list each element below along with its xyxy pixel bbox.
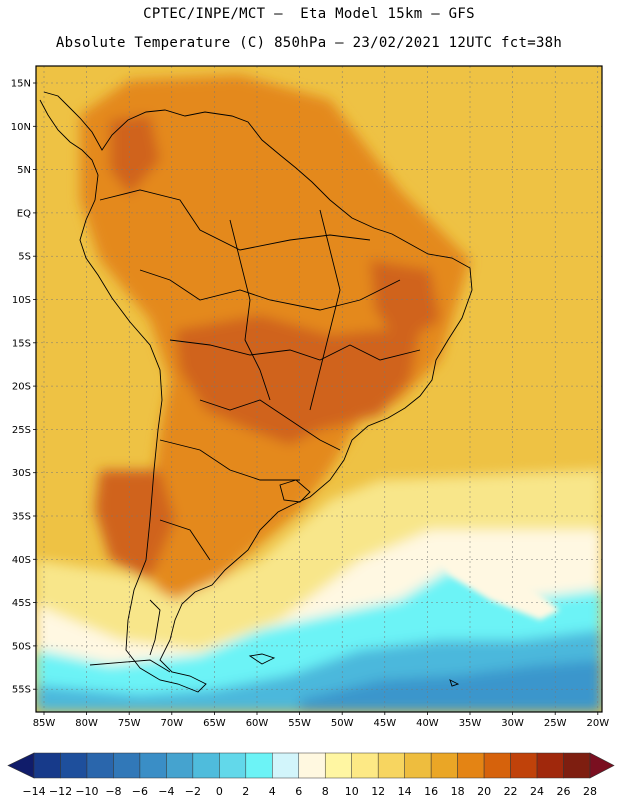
lon-label-65w: 65W bbox=[203, 718, 226, 729]
lat-label-15n: 15N bbox=[11, 79, 31, 90]
colorbar-swatch bbox=[404, 752, 432, 779]
lat-label-eq: EQ bbox=[17, 208, 31, 219]
colorbar-swatch bbox=[60, 752, 88, 779]
colorbar-swatch bbox=[351, 752, 379, 779]
colorbar-label: 12 bbox=[371, 785, 385, 798]
graticule-grid bbox=[36, 66, 602, 712]
colorbar-swatch bbox=[272, 752, 300, 779]
lat-label-35s: 35S bbox=[12, 512, 31, 523]
lat-label-30s: 30S bbox=[12, 468, 31, 479]
lon-label-60w: 60W bbox=[246, 718, 269, 729]
colorbar-swatch bbox=[430, 752, 458, 779]
colorbar-swatch bbox=[166, 752, 194, 779]
lon-label-75w: 75W bbox=[118, 718, 141, 729]
lon-label-35w: 35W bbox=[459, 718, 482, 729]
colorbar-label: 20 bbox=[477, 785, 491, 798]
colorbar-label: −12 bbox=[49, 785, 72, 798]
coastline-borders bbox=[39, 91, 473, 693]
colorbar-swatch bbox=[86, 752, 114, 779]
colorbar-over-arrow bbox=[589, 752, 615, 779]
colorbar-label: 22 bbox=[504, 785, 518, 798]
colorbar-under-arrow bbox=[7, 752, 35, 779]
map-title-model: CPTEC/INPE/MCT – Eta Model 15km – GFS bbox=[143, 6, 475, 22]
latitude-axis: 15N 10N 5N EQ 5S 10S 15S 20S 25S 30S 35S 40S 45S 50S 5… bbox=[11, 79, 36, 696]
colorbar-swatch bbox=[324, 752, 352, 779]
colorbar-label: 26 bbox=[557, 785, 571, 798]
lat-label-10n: 10N bbox=[11, 122, 31, 133]
lat-label-55s: 55S bbox=[12, 685, 31, 696]
map-title-field: Absolute Temperature (C) 850hPa – 23/02/… bbox=[55, 35, 563, 51]
colorbar-swatch bbox=[377, 752, 405, 779]
colorbar-label: 16 bbox=[424, 785, 438, 798]
colorbar-label: −2 bbox=[185, 785, 201, 798]
lat-label-5n: 5N bbox=[17, 165, 31, 176]
colorbar-swatch bbox=[457, 752, 485, 779]
lon-label-55w: 55W bbox=[288, 718, 311, 729]
lon-label-25w: 25W bbox=[544, 718, 567, 729]
colorbar-swatch bbox=[563, 752, 591, 779]
colorbar-label: 0 bbox=[216, 785, 223, 798]
lat-label-25s: 25S bbox=[12, 425, 31, 436]
colorbar-label: 6 bbox=[295, 785, 302, 798]
colorbar bbox=[7, 752, 615, 779]
lon-label-85w: 85W bbox=[33, 718, 56, 729]
colorbar-labels: −14 −12 −10 −8 −6 −4 −2 0 2 4 6 8 10 12 14 16 18 20 22 24 26… bbox=[22, 785, 597, 798]
colorbar-label: 10 bbox=[345, 785, 359, 798]
longitude-axis: 85W 80W 75W 70W 65W 60W 55W 50W 45W 40W 35W 30W 25W 2… bbox=[33, 712, 609, 729]
colorbar-swatch bbox=[139, 752, 167, 779]
lat-label-45s: 45S bbox=[12, 598, 31, 609]
lat-label-10s: 10S bbox=[12, 295, 31, 306]
lon-label-40w: 40W bbox=[416, 718, 439, 729]
lat-label-50s: 50S bbox=[12, 641, 31, 652]
colorbar-label: −6 bbox=[132, 785, 148, 798]
colorbar-swatch bbox=[483, 752, 511, 779]
colorbar-swatch bbox=[536, 752, 564, 779]
lon-label-50w: 50W bbox=[331, 718, 354, 729]
colorbar-label: 24 bbox=[530, 785, 544, 798]
colorbar-label: 28 bbox=[583, 785, 597, 798]
temperature-field bbox=[36, 66, 602, 712]
colorbar-label: −8 bbox=[105, 785, 121, 798]
colorbar-label: −4 bbox=[158, 785, 174, 798]
colorbar-swatch bbox=[192, 752, 220, 779]
colorbar-label: −10 bbox=[75, 785, 98, 798]
lat-label-15s: 15S bbox=[12, 338, 31, 349]
lon-label-30w: 30W bbox=[501, 718, 524, 729]
lon-label-20w: 20W bbox=[586, 718, 609, 729]
colorbar-label: −14 bbox=[22, 785, 45, 798]
colorbar-swatch bbox=[33, 752, 61, 779]
lon-label-80w: 80W bbox=[75, 718, 98, 729]
colorbar-label: 18 bbox=[451, 785, 465, 798]
colorbar-label: 2 bbox=[242, 785, 249, 798]
colorbar-swatch bbox=[298, 752, 326, 779]
colorbar-label: 14 bbox=[398, 785, 412, 798]
colorbar-label: 8 bbox=[322, 785, 329, 798]
map-frame bbox=[35, 65, 603, 713]
lat-label-20s: 20S bbox=[12, 382, 31, 393]
colorbar-label: 4 bbox=[269, 785, 276, 798]
colorbar-swatch bbox=[219, 752, 247, 779]
colorbar-swatch bbox=[113, 752, 141, 779]
lon-label-45w: 45W bbox=[373, 718, 396, 729]
lat-label-5s: 5S bbox=[18, 252, 31, 263]
colorbar-swatch bbox=[245, 752, 273, 779]
colorbar-swatch bbox=[510, 752, 538, 779]
lon-label-70w: 70W bbox=[160, 718, 183, 729]
lat-label-40s: 40S bbox=[12, 555, 31, 566]
